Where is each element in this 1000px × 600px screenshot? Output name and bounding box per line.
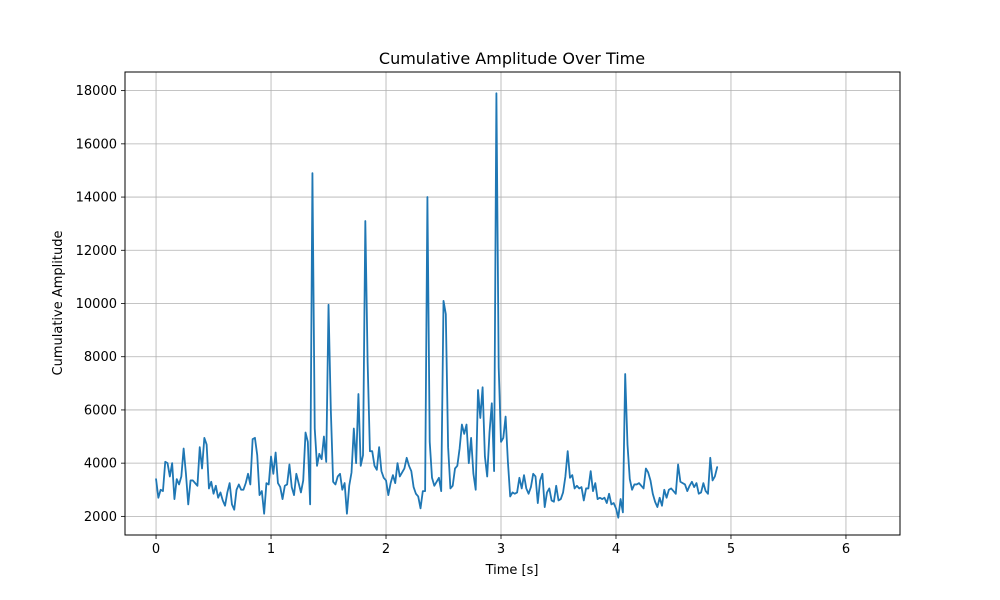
x-tick-label: 1: [267, 542, 275, 557]
y-tick-label: 8000: [84, 350, 117, 365]
y-axis-label: Cumulative Amplitude: [51, 231, 66, 376]
y-tick-label: 14000: [76, 191, 117, 206]
y-tick-label: 10000: [76, 297, 117, 312]
x-tick-label: 5: [727, 542, 735, 557]
x-tick-label: 3: [497, 542, 505, 557]
y-tick-label: 12000: [76, 244, 117, 259]
x-axis-label: Time [s]: [485, 563, 539, 578]
y-tick-label: 2000: [84, 510, 117, 525]
x-tick-label: 6: [842, 542, 850, 557]
chart-title: Cumulative Amplitude Over Time: [379, 49, 645, 68]
x-tick-label: 2: [382, 542, 390, 557]
y-tick-label: 16000: [76, 137, 117, 152]
x-tick-label: 0: [152, 542, 160, 557]
x-tick-label: 4: [612, 542, 620, 557]
y-tick-label: 18000: [76, 84, 117, 99]
y-tick-label: 6000: [84, 403, 117, 418]
y-tick-label: 4000: [84, 457, 117, 472]
